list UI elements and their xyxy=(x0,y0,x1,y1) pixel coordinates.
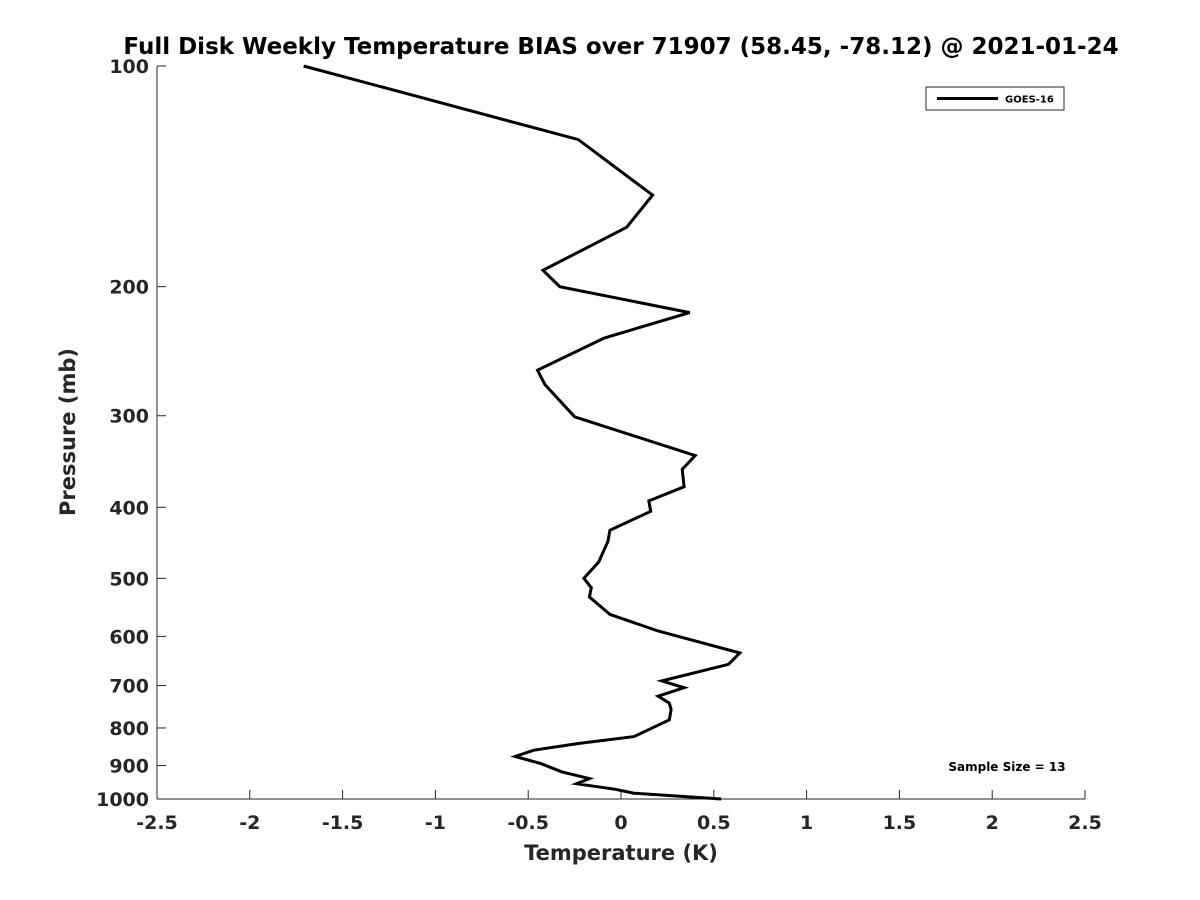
x-tick-label: -2.5 xyxy=(136,812,178,834)
x-tick-label: 2.5 xyxy=(1068,812,1102,834)
x-tick-label: -2 xyxy=(239,812,260,834)
y-axis-label: Pressure (mb) xyxy=(56,348,80,516)
y-tick-label: 600 xyxy=(109,626,149,648)
x-tick-label: 1.5 xyxy=(883,812,917,834)
series-line-goes-16 xyxy=(303,64,743,801)
chart-title: Full Disk Weekly Temperature BIAS over 7… xyxy=(123,34,1118,60)
sample-size-annotation: Sample Size = 13 xyxy=(948,760,1065,774)
x-tick-label: -1.5 xyxy=(322,812,364,834)
y-axis-ticks: 100 200 300 400 500 600 700 800 900 1000 xyxy=(96,56,166,811)
x-tick-label: 2 xyxy=(986,812,999,834)
x-tick-label: 1 xyxy=(800,812,813,834)
y-tick-label: 200 xyxy=(109,277,149,299)
y-tick-label: 100 xyxy=(109,56,149,78)
legend: GOES-16 xyxy=(925,86,1065,111)
y-tick-label: 300 xyxy=(109,406,149,428)
y-tick-label: 400 xyxy=(109,497,149,519)
y-tick-label: 700 xyxy=(109,675,149,697)
plot-area: -2.5 -2 -1.5 -1 -0.5 0 0.5 1 1.5 2 2.5 100 200 300 40… xyxy=(96,56,1102,834)
x-axis-ticks: -2.5 -2 -1.5 -1 -0.5 0 0.5 1 1.5 2 2.5 xyxy=(136,790,1102,834)
legend-label-goes-16: GOES-16 xyxy=(1005,95,1054,106)
x-tick-label: 0.5 xyxy=(697,812,731,834)
x-axis-label: Temperature (K) xyxy=(524,841,718,865)
x-tick-label: -0.5 xyxy=(507,812,549,834)
y-tick-label: 500 xyxy=(109,568,149,590)
x-tick-label: -1 xyxy=(425,812,446,834)
y-tick-label: 900 xyxy=(109,755,149,777)
y-tick-label: 800 xyxy=(109,718,149,740)
x-tick-label: 0 xyxy=(614,812,627,834)
y-tick-label: 1000 xyxy=(96,789,149,811)
